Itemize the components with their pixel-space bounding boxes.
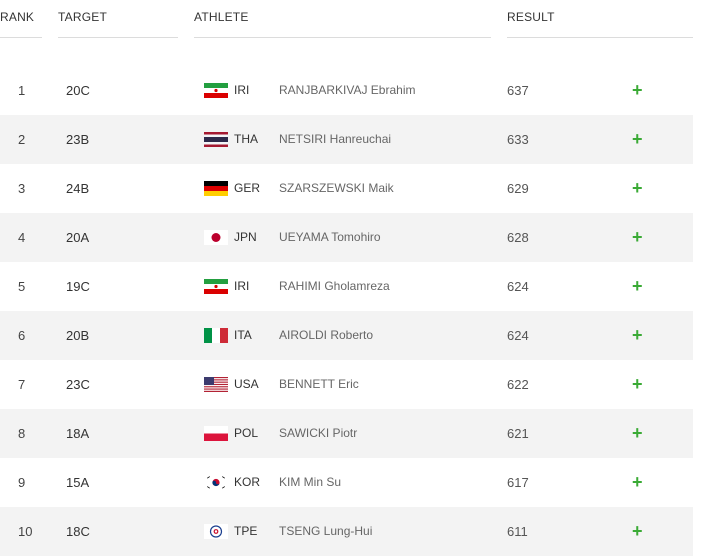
rank-cell: 5 (18, 279, 26, 294)
rank-cell: 2 (18, 132, 26, 147)
rank-cell: 8 (18, 426, 26, 441)
expand-plus-icon[interactable]: + (632, 276, 643, 296)
column-header-rank[interactable]: RANK (0, 10, 35, 24)
athlete-name[interactable]: UEYAMA Tomohiro (279, 230, 381, 244)
rank-cell: 3 (18, 181, 26, 196)
result-cell: 621 (507, 426, 529, 441)
athlete-name[interactable]: BENNETT Eric (279, 377, 359, 391)
athlete-name[interactable]: RANJBARKIVAJ Ebrahim (279, 83, 416, 97)
rank-cell: 7 (18, 377, 26, 392)
rank-cell: 6 (18, 328, 26, 343)
rank-cell: 1 (18, 83, 26, 98)
flag-icon (204, 83, 228, 98)
country-code: IRI (234, 83, 250, 97)
results-table-header: RANK TARGET ATHLETE RESULT (0, 0, 711, 40)
result-cell: 637 (507, 83, 529, 98)
target-cell: 24B (66, 181, 90, 196)
rank-cell: 10 (18, 524, 33, 539)
expand-plus-icon[interactable]: + (632, 472, 643, 492)
table-row[interactable]: 5 19C IRI RAHIMI Gholamreza 624 + (0, 262, 693, 311)
header-divider (58, 37, 178, 38)
header-divider (0, 37, 42, 38)
table-row[interactable]: 6 20B ITA AIROLDI Roberto 624 + (0, 311, 693, 360)
expand-plus-icon[interactable]: + (632, 178, 643, 198)
athlete-name[interactable]: SAWICKI Piotr (279, 426, 358, 440)
expand-plus-icon[interactable]: + (632, 374, 643, 394)
athlete-name[interactable]: AIROLDI Roberto (279, 328, 374, 342)
target-cell: 15A (66, 475, 90, 490)
expand-plus-icon[interactable]: + (632, 80, 643, 100)
result-cell: 617 (507, 475, 529, 490)
expand-plus-icon[interactable]: + (632, 227, 643, 247)
flag-icon (204, 524, 228, 539)
country-code: POL (234, 426, 259, 440)
target-cell: 23B (66, 132, 90, 147)
header-divider (507, 37, 693, 38)
result-cell: 628 (507, 230, 529, 245)
column-header-target[interactable]: TARGET (58, 10, 107, 24)
target-cell: 19C (66, 279, 90, 294)
rank-cell: 4 (18, 230, 26, 245)
target-cell: 23C (66, 377, 90, 392)
country-code: KOR (234, 475, 261, 489)
rank-cell: 9 (18, 475, 26, 490)
flag-icon (204, 475, 228, 490)
flag-icon (204, 377, 228, 392)
table-row[interactable]: 4 20A JPN UEYAMA Tomohiro 628 + (0, 213, 693, 262)
result-cell: 611 (507, 524, 528, 539)
table-row[interactable]: 7 23C USA BENNETT Eric 622 + (0, 360, 693, 409)
result-cell: 624 (507, 328, 529, 343)
athlete-name[interactable]: KIM Min Su (279, 475, 342, 489)
country-code: USA (234, 377, 259, 391)
result-cell: 629 (507, 181, 529, 196)
result-cell: 624 (507, 279, 529, 294)
results-table-body: 1 20C IRI RANJBARKIVAJ Ebrahim 637 + 2 2… (0, 66, 711, 556)
country-code: TPE (234, 524, 258, 538)
country-code: THA (234, 132, 258, 146)
target-cell: 20B (66, 328, 90, 343)
country-code: IRI (234, 279, 250, 293)
expand-plus-icon[interactable]: + (632, 423, 643, 443)
flag-icon (204, 181, 228, 196)
result-cell: 633 (507, 132, 529, 147)
flag-icon (204, 132, 228, 147)
target-cell: 20A (66, 230, 90, 245)
flag-icon (204, 279, 228, 294)
target-cell: 18A (66, 426, 90, 441)
table-row[interactable]: 10 18C TPE TSENG Lung-Hui 611 + (0, 507, 693, 556)
header-divider (194, 37, 491, 38)
athlete-name[interactable]: NETSIRI Hanreuchai (279, 132, 392, 146)
column-header-result[interactable]: RESULT (507, 10, 555, 24)
country-code: ITA (234, 328, 252, 342)
athlete-name[interactable]: RAHIMI Gholamreza (279, 279, 390, 293)
target-cell: 20C (66, 83, 90, 98)
table-row[interactable]: 9 15A KOR KIM Min Su 617 + (0, 458, 693, 507)
expand-plus-icon[interactable]: + (632, 521, 643, 541)
flag-icon (204, 328, 228, 343)
expand-plus-icon[interactable]: + (632, 129, 643, 149)
table-row[interactable]: 1 20C IRI RANJBARKIVAJ Ebrahim 637 + (0, 66, 693, 115)
country-code: JPN (234, 230, 257, 244)
column-header-athlete[interactable]: ATHLETE (194, 10, 249, 24)
athlete-name[interactable]: SZARSZEWSKI Maik (279, 181, 394, 195)
flag-icon (204, 426, 228, 441)
athlete-name[interactable]: TSENG Lung-Hui (279, 524, 373, 538)
table-row[interactable]: 8 18A POL SAWICKI Piotr 621 + (0, 409, 693, 458)
target-cell: 18C (66, 524, 90, 539)
country-code: GER (234, 181, 261, 195)
result-cell: 622 (507, 377, 529, 392)
table-row[interactable]: 3 24B GER SZARSZEWSKI Maik 629 + (0, 164, 693, 213)
table-row[interactable]: 2 23B THA NETSIRI Hanreuchai 633 + (0, 115, 693, 164)
flag-icon (204, 230, 228, 245)
expand-plus-icon[interactable]: + (632, 325, 643, 345)
